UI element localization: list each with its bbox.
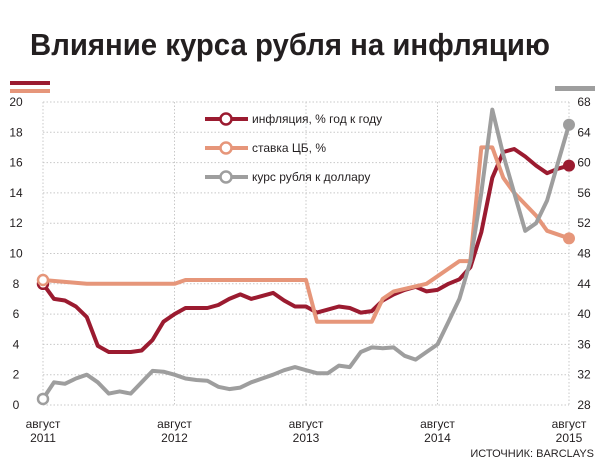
x-tick-label: август: [289, 417, 324, 431]
left-tick-label: 4: [13, 337, 20, 351]
right-tick-label: 32: [577, 368, 591, 382]
series-end-marker-inflation: [563, 159, 575, 172]
series-line-inflation: [41, 147, 571, 354]
chart-title: Влияние курса рубля на инфляцию: [30, 27, 550, 62]
left-tick-label: 20: [9, 95, 23, 109]
right-tick-label: 56: [577, 186, 591, 200]
series-end-marker-cb-rate: [563, 232, 575, 245]
x-tick-year: 2011: [30, 431, 56, 445]
legend-marker-ruble-rate: [219, 170, 233, 184]
legend-label-inflation: инфляция, % год к году: [252, 112, 382, 126]
x-tick-label: август: [420, 417, 455, 431]
x-tick-year: 2015: [556, 431, 583, 445]
left-tick-label: 2: [13, 368, 20, 382]
right-axis-key-ruble: [555, 86, 595, 91]
x-tick-label: август: [552, 417, 587, 431]
right-tick-label: 52: [577, 216, 591, 230]
right-tick-label: 48: [577, 247, 591, 261]
left-y-axis: 0 2 4 6 8 10 12 14 16 18 20: [9, 95, 23, 412]
right-y-axis: 28 32 36 40 44 48 52 56 60 64 68: [577, 95, 591, 412]
right-tick-label: 40: [577, 307, 591, 321]
source-note: ИСТОЧНИК: BARCLAYS: [470, 448, 594, 460]
right-tick-label: 44: [577, 277, 591, 291]
left-tick-label: 12: [9, 216, 23, 230]
series-start-marker-cb-rate: [36, 273, 50, 287]
x-tick-year: 2012: [161, 431, 188, 445]
legend-marker-cb-rate: [219, 141, 233, 155]
series-lines: [36, 107, 575, 406]
legend: инфляция, % год к году ставка ЦБ, % курс р…: [205, 112, 382, 184]
left-tick-label: 10: [9, 247, 23, 261]
series-start-marker-ruble-rate: [36, 392, 50, 406]
right-tick-label: 36: [577, 337, 591, 351]
legend-marker-inflation: [219, 112, 233, 126]
x-tick-year: 2014: [424, 431, 451, 445]
legend-label-cb-rate: ставка ЦБ, %: [252, 141, 326, 155]
left-tick-label: 14: [9, 186, 23, 200]
right-tick-label: 28: [577, 398, 591, 412]
left-tick-label: 8: [13, 277, 20, 291]
left-axis-key-rate: [10, 89, 50, 93]
x-axis: август2011август2012август2013август2014…: [26, 417, 587, 445]
legend-label-ruble-rate: курс рубля к доллару: [252, 170, 370, 184]
right-tick-label: 60: [577, 156, 591, 170]
right-tick-label: 64: [577, 125, 591, 139]
series-line-ruble-rate: [41, 107, 571, 401]
x-tick-label: август: [157, 417, 192, 431]
left-tick-label: 0: [13, 398, 20, 412]
series-end-marker-ruble-rate: [563, 118, 575, 131]
left-tick-label: 16: [9, 156, 23, 170]
x-tick-year: 2013: [293, 431, 320, 445]
left-tick-label: 6: [13, 307, 20, 321]
left-axis-key-inflation: [10, 81, 50, 85]
left-tick-label: 18: [9, 125, 23, 139]
x-tick-label: август: [26, 417, 61, 431]
right-tick-label: 68: [577, 95, 591, 109]
